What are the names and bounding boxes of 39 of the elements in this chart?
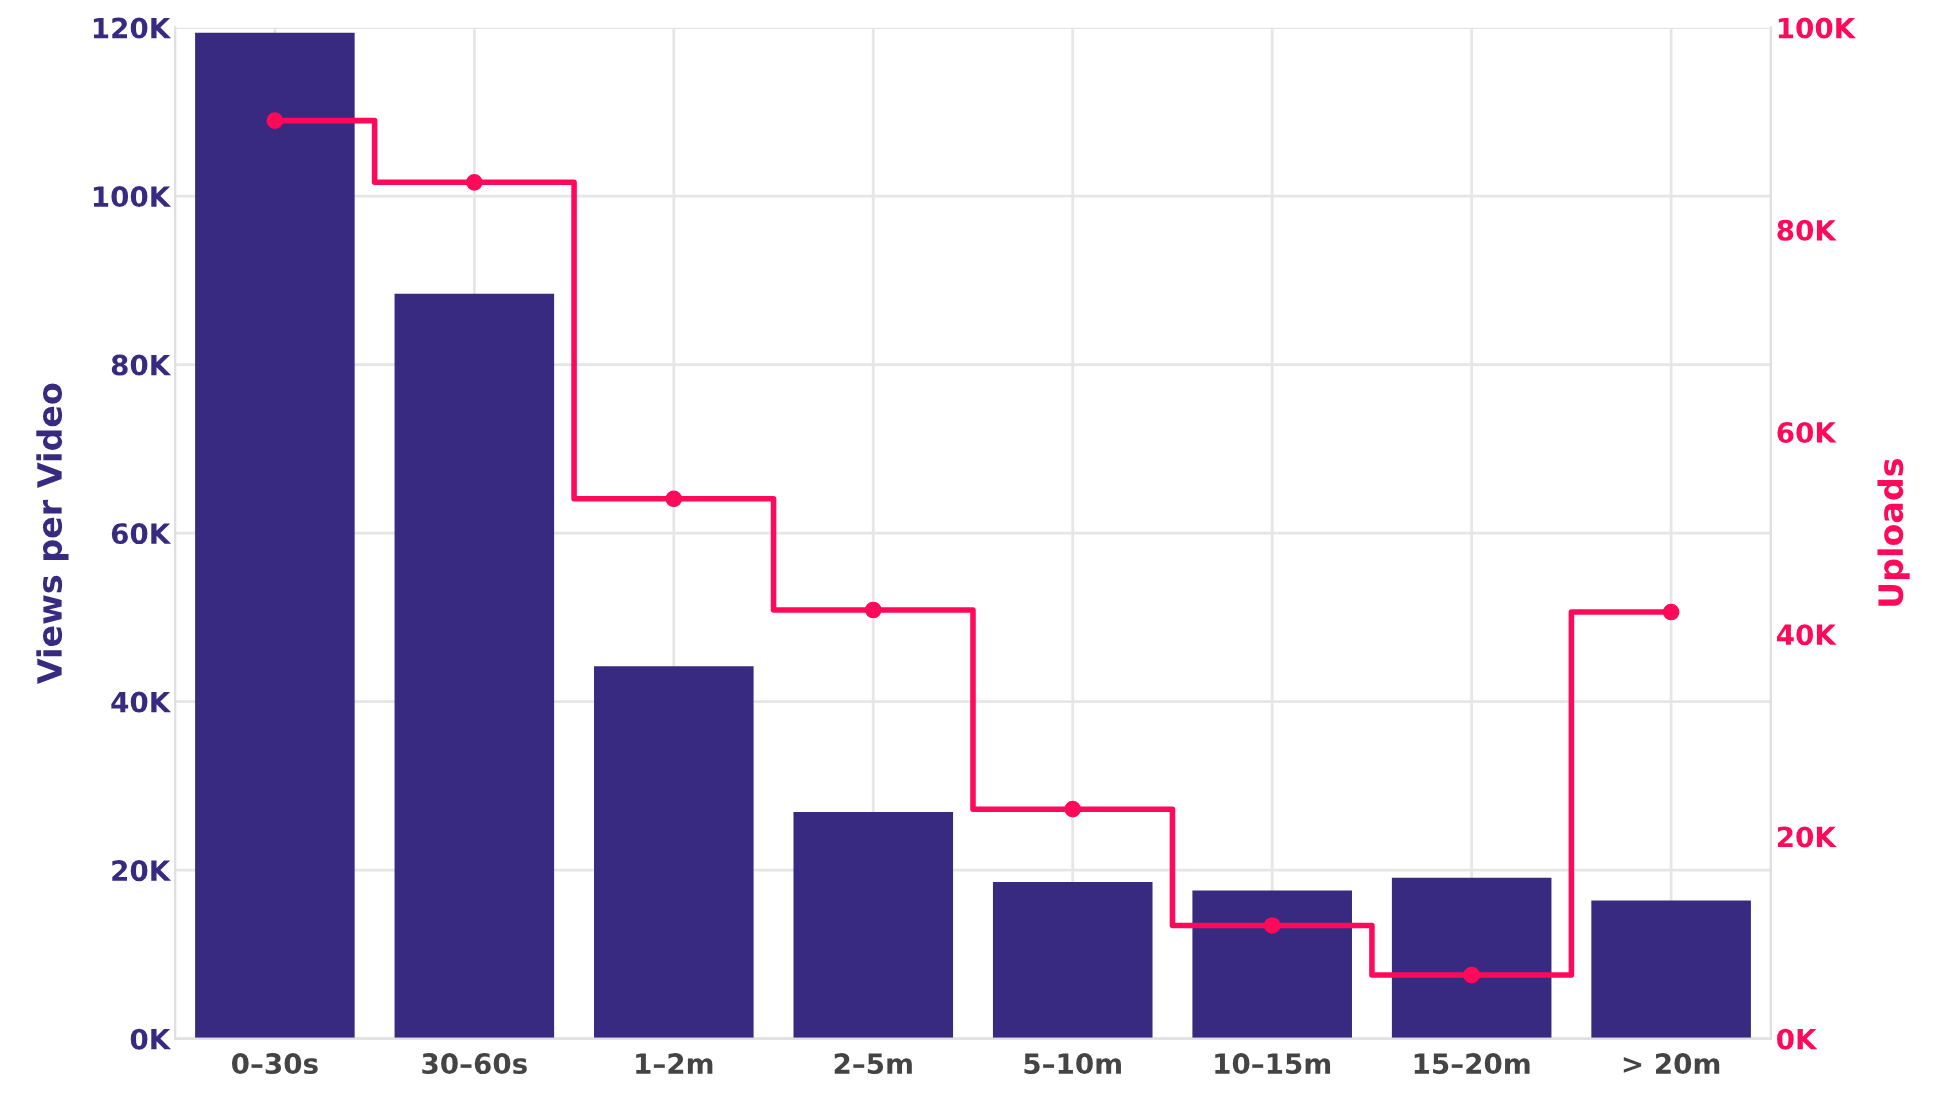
x-tick-label: 2–5m	[834, 1053, 912, 1075]
y2-tick-label: 40K	[1776, 624, 1837, 646]
y-tick-label: 80K	[111, 354, 172, 376]
y2-tick-label: 60K	[1777, 421, 1837, 443]
point	[1463, 966, 1481, 984]
bar	[1591, 900, 1751, 1039]
x-tick-label: 0–30s	[232, 1053, 318, 1075]
y2-tick-label: 100K	[1778, 17, 1857, 39]
x-tick-label: 10–15m	[1215, 1053, 1331, 1075]
x-tick-label: 30–60s	[422, 1053, 527, 1075]
point	[1263, 917, 1281, 934]
y2-tick-label: 20K	[1777, 826, 1837, 848]
point	[864, 601, 882, 619]
y2-tick-label: 80K	[1777, 219, 1837, 241]
x-tick-label: > 20m	[1623, 1053, 1720, 1075]
x-tick-label: 5–10m	[1024, 1053, 1121, 1075]
y-tick-label: 0K	[130, 1028, 172, 1050]
x-tick-label: 15–20m	[1414, 1053, 1530, 1075]
y-tick-label: 40K	[111, 691, 172, 713]
point	[466, 173, 483, 191]
x-tick-label: 1–2m	[636, 1053, 713, 1074]
bar	[1192, 890, 1352, 1039]
bar	[1391, 877, 1552, 1039]
bar	[793, 812, 954, 1039]
bar	[195, 32, 355, 1039]
bar	[992, 881, 1153, 1039]
y-tick-label: 120K	[93, 17, 172, 39]
point	[1064, 800, 1082, 818]
point	[665, 490, 683, 508]
y2-tick-label: 0K	[1777, 1028, 1818, 1050]
y-tick-label: 100K	[93, 186, 172, 208]
point	[266, 112, 284, 129]
bar	[394, 293, 555, 1039]
y2-axis-title: Uploads	[1877, 459, 1910, 606]
y-tick-label: 60K	[111, 523, 172, 545]
bar	[594, 666, 754, 1039]
point	[1662, 603, 1680, 621]
y-tick-label: 20K	[112, 860, 172, 882]
y-axis-title: Views per Video	[36, 383, 69, 685]
